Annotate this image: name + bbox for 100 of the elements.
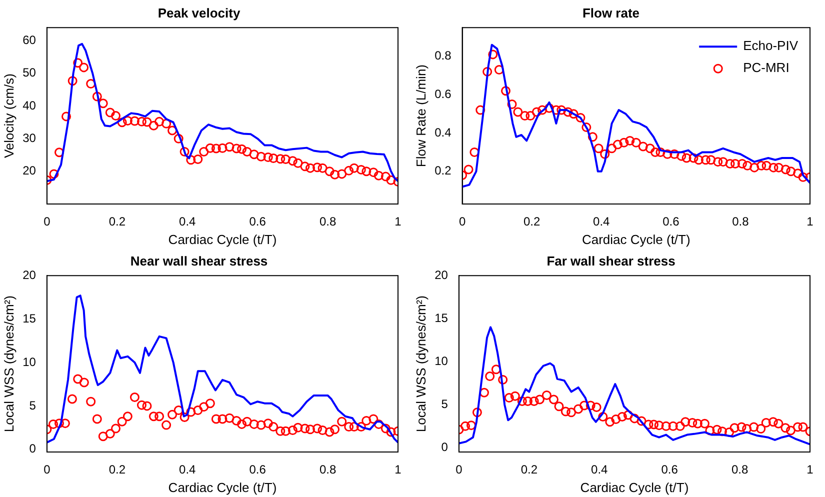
point — [280, 426, 290, 436]
x-tick-label: 0 — [458, 214, 466, 229]
point — [79, 62, 89, 72]
point — [49, 169, 59, 179]
y-tick-label: 5 — [29, 398, 36, 412]
point — [526, 111, 536, 121]
point — [580, 400, 590, 410]
point — [205, 143, 215, 153]
x-tick-label: 1 — [806, 214, 814, 229]
x-tick-label: 0.2 — [520, 462, 538, 477]
point — [566, 408, 576, 418]
point — [675, 421, 685, 431]
point — [117, 416, 127, 426]
x-axis-title: Cardiac Cycle (t/T) — [582, 232, 690, 247]
y-tick-label: 5 — [441, 396, 448, 411]
point — [256, 420, 266, 430]
point — [682, 153, 692, 163]
point — [136, 400, 146, 410]
point — [607, 144, 617, 154]
legend-label: PC-MRI — [743, 60, 790, 76]
point — [692, 418, 702, 428]
point — [644, 420, 654, 430]
point — [324, 427, 334, 437]
point — [168, 126, 178, 136]
point — [148, 412, 158, 422]
point — [630, 414, 640, 424]
point — [193, 406, 203, 416]
point — [460, 421, 470, 431]
point — [798, 422, 808, 432]
point — [612, 140, 622, 150]
point — [86, 396, 96, 406]
x-axis-title: Cardiac Cycle (t/T) — [168, 232, 277, 247]
point — [305, 163, 315, 173]
point — [186, 155, 196, 165]
point — [318, 163, 328, 173]
point — [122, 412, 132, 422]
point — [168, 410, 178, 420]
x-tick-label: 1 — [394, 462, 402, 477]
point — [218, 414, 228, 424]
point — [148, 120, 158, 130]
point — [774, 162, 784, 172]
point — [256, 152, 266, 162]
y-tick-label: 0 — [441, 440, 448, 454]
point — [300, 162, 310, 172]
point — [756, 424, 766, 434]
point — [368, 414, 378, 424]
point — [330, 170, 340, 180]
x-tick-label: 0.6 — [249, 214, 266, 229]
point — [542, 390, 552, 400]
point — [136, 116, 146, 126]
y-tick-label: 10 — [22, 354, 36, 369]
x-tick-label: 0.2 — [108, 214, 126, 229]
point — [122, 116, 132, 126]
point — [513, 107, 523, 117]
point — [48, 419, 58, 429]
point — [717, 426, 727, 436]
point — [725, 158, 735, 168]
point — [594, 144, 604, 154]
point — [700, 155, 710, 165]
point — [568, 109, 578, 119]
point — [638, 142, 648, 152]
point — [676, 151, 686, 161]
point — [479, 388, 489, 398]
chart-title: Far wall shear stress — [546, 253, 676, 268]
point — [656, 147, 666, 157]
y-tick-label: 0.8 — [434, 48, 452, 63]
point — [482, 66, 492, 76]
point — [199, 402, 209, 412]
x-tick-label: 0.6 — [661, 462, 678, 477]
point — [792, 422, 802, 432]
point — [780, 423, 790, 433]
point — [356, 164, 366, 174]
y-tick-label: 30 — [22, 130, 36, 145]
point — [750, 162, 760, 172]
point — [374, 419, 384, 429]
point — [374, 170, 384, 180]
x-tick-label: 0.4 — [591, 462, 608, 477]
point — [312, 162, 322, 172]
point — [623, 410, 633, 420]
y-tick-label: 20 — [434, 268, 448, 282]
y-tick-label: 0.2 — [434, 164, 452, 178]
point — [293, 422, 303, 432]
point — [713, 157, 723, 167]
point — [98, 432, 108, 442]
y-axis-title: Velocity (cm/s) — [1, 74, 16, 158]
point — [529, 396, 539, 406]
point — [650, 147, 660, 157]
point — [680, 417, 690, 427]
point — [472, 408, 482, 418]
point — [288, 156, 298, 166]
point — [79, 378, 89, 388]
y-tick-label: 40 — [22, 98, 36, 112]
point — [548, 394, 558, 404]
point — [98, 98, 108, 108]
point — [249, 150, 259, 160]
point — [600, 149, 610, 159]
y-axis-title: Flow Rate (L/min) — [413, 64, 428, 168]
point — [318, 426, 328, 436]
point — [619, 138, 629, 148]
point — [111, 111, 121, 121]
